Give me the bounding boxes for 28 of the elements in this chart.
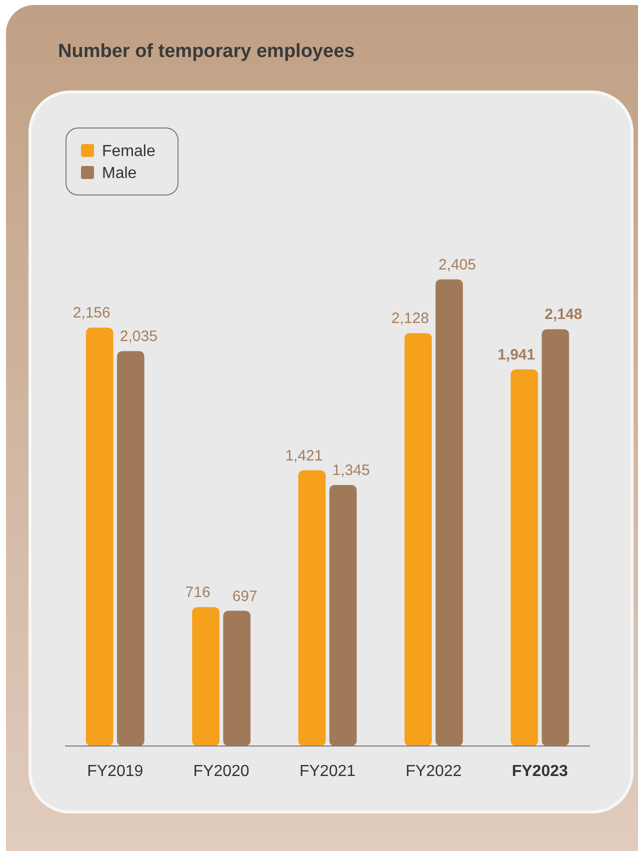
x-tick-label: FY2022: [406, 763, 462, 780]
bar: [192, 607, 220, 746]
legend-label: Female: [102, 143, 156, 160]
x-tick-label: FY2019: [87, 763, 144, 780]
x-tick-label: FY2023: [512, 763, 568, 780]
data-label: 2,128: [391, 310, 429, 328]
data-label: 697: [232, 588, 258, 605]
data-label: 1,941: [498, 346, 536, 364]
legend-label: Male: [102, 165, 137, 182]
data-label: 2,035: [120, 328, 158, 346]
data-label: 2,156: [72, 304, 110, 322]
bar: [542, 329, 570, 746]
data-label: 2,405: [438, 256, 476, 274]
chart-title: Number of temporary employees: [58, 41, 355, 62]
bar: [86, 328, 114, 746]
data-label: 2,148: [544, 306, 582, 324]
bar: [404, 333, 432, 746]
bar: [223, 610, 251, 746]
bar: [436, 279, 463, 746]
bar: [116, 351, 144, 746]
data-label: 1,345: [332, 462, 370, 480]
x-tick-label: FY2021: [299, 763, 356, 780]
bar: [329, 485, 357, 746]
bar: [510, 369, 538, 746]
data-label: 1,421: [285, 447, 323, 464]
data-label: 716: [185, 584, 210, 602]
x-tick-label: FY2020: [193, 763, 250, 780]
bar: [298, 470, 326, 746]
